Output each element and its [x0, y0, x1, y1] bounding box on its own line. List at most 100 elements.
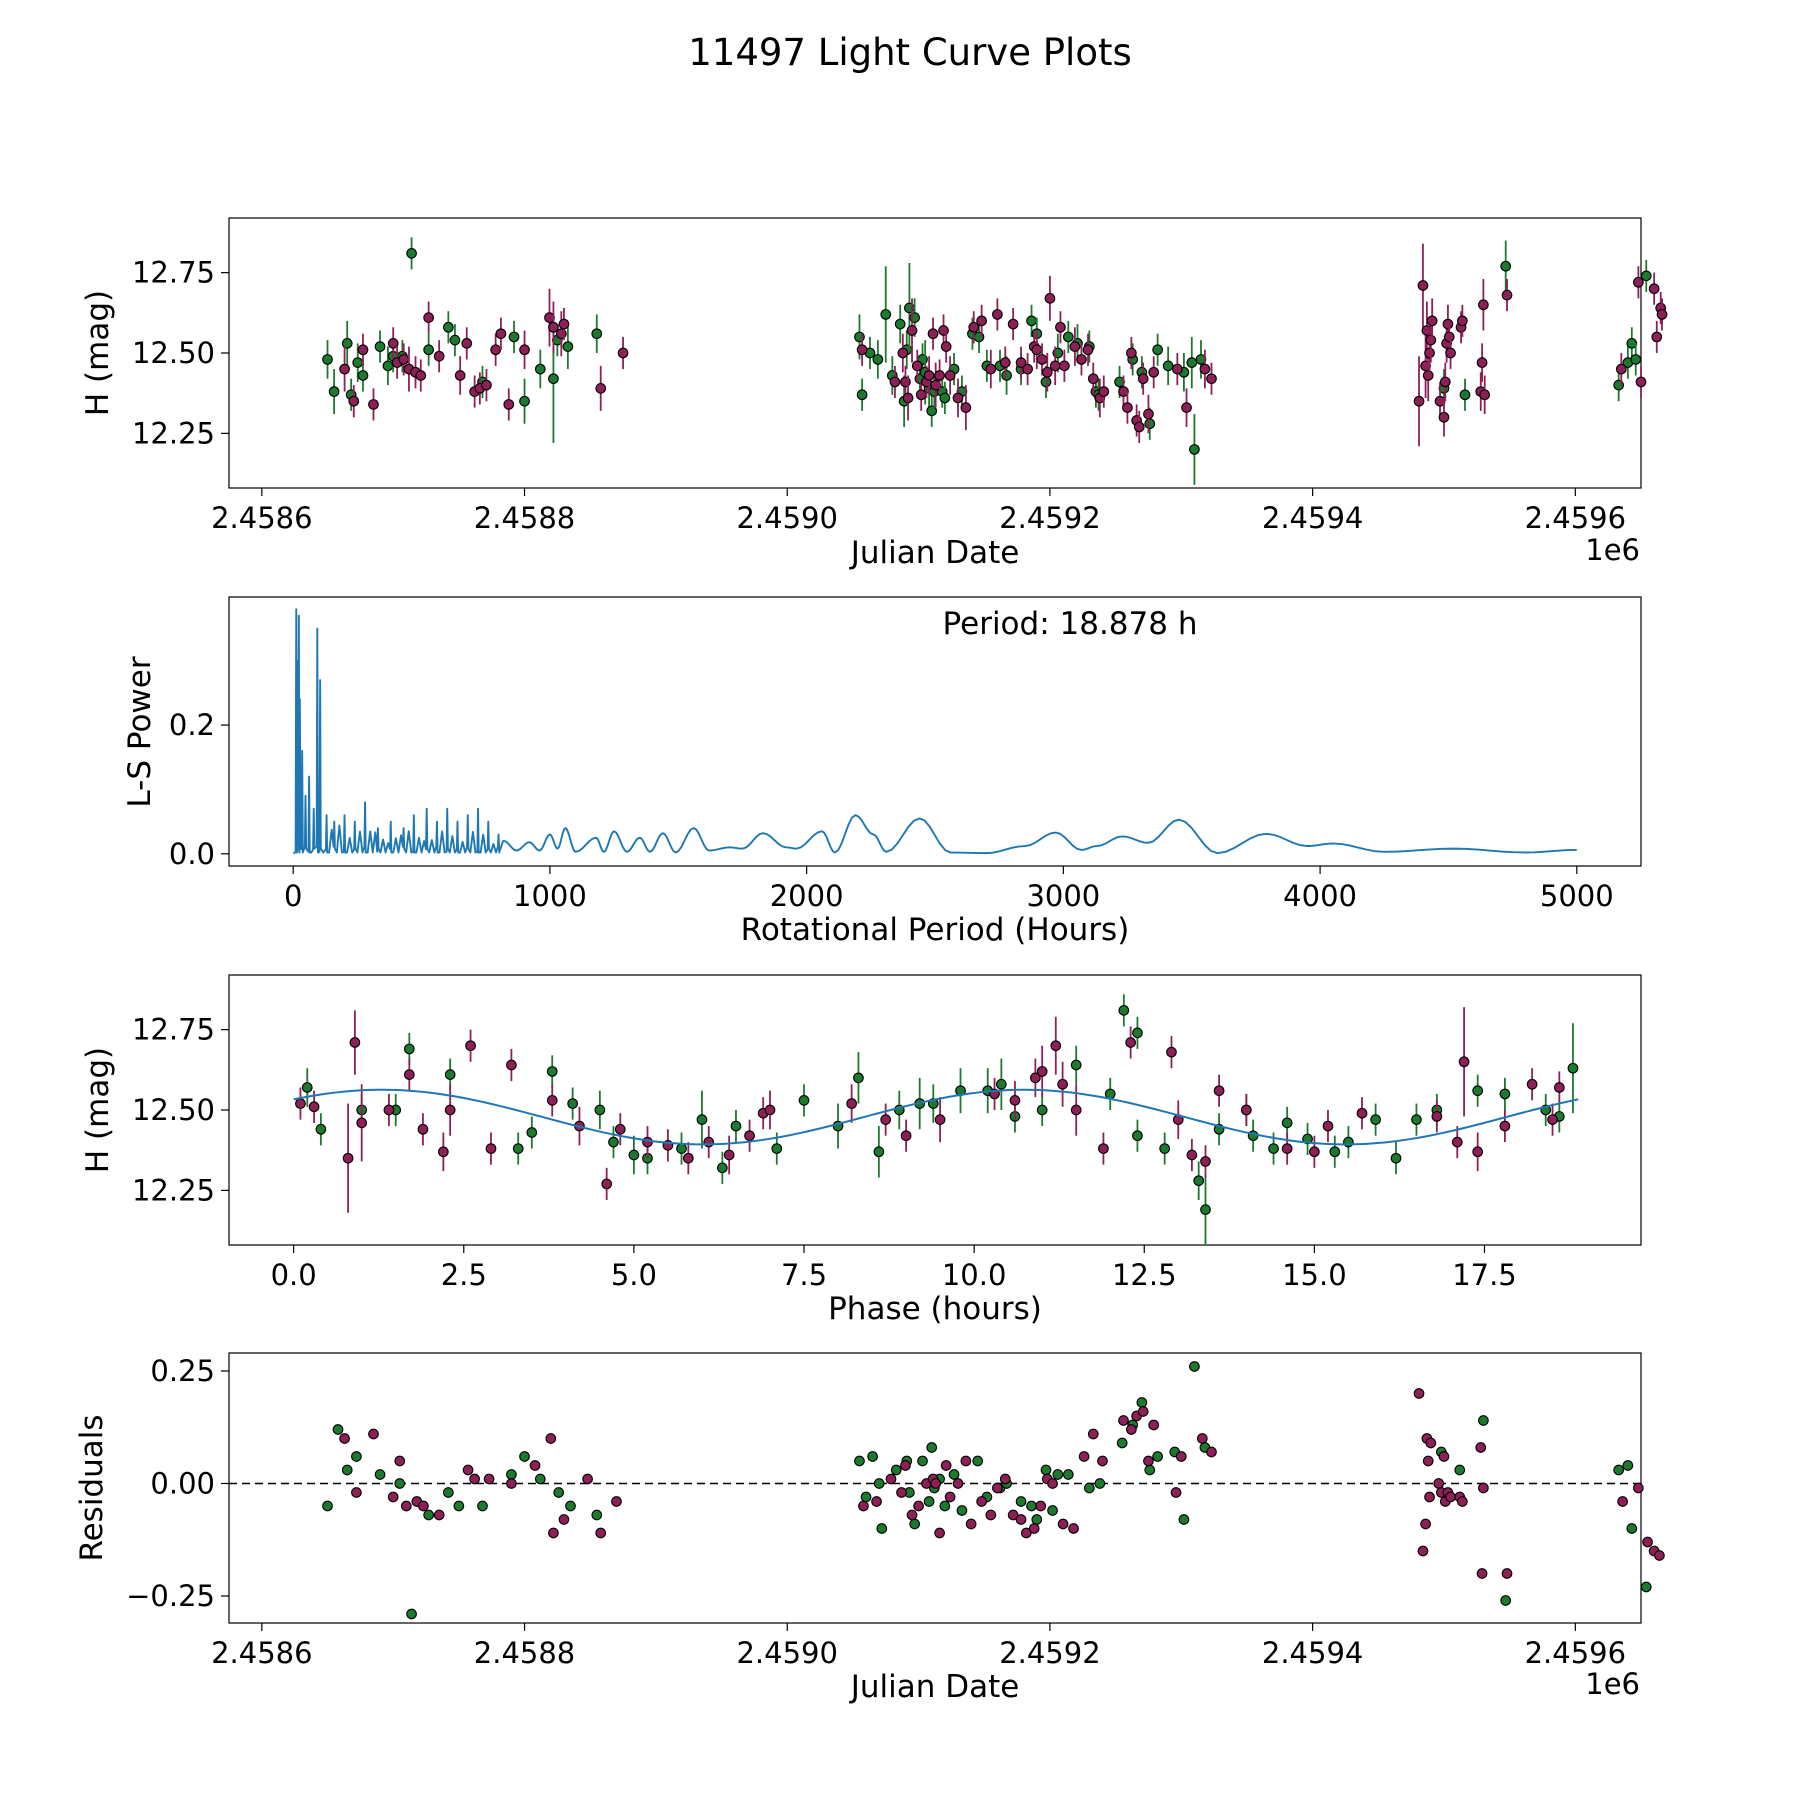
lightcurve-point	[548, 373, 559, 385]
residuals-point	[453, 1500, 465, 1512]
phased-point	[295, 1098, 306, 1109]
phased-xtick: 7.5	[781, 1245, 827, 1292]
residuals-point	[1422, 1455, 1434, 1467]
phased-xtick: 12.5	[1112, 1245, 1177, 1292]
residuals-point	[1047, 1478, 1058, 1489]
lightcurve-point	[902, 392, 914, 404]
lightcurve-point	[449, 334, 461, 346]
phased-point	[1526, 1078, 1538, 1090]
phased-point	[1567, 1062, 1579, 1074]
residuals-point	[1424, 1491, 1435, 1503]
phased-point	[1125, 1037, 1136, 1048]
residuals-point	[1175, 1451, 1187, 1462]
residuals-point	[1178, 1514, 1190, 1525]
lightcurve-point	[1040, 376, 1052, 388]
residuals-offset-label: 1e6	[1585, 1667, 1640, 1701]
residuals-point	[332, 1424, 344, 1435]
lightcurve-ylabel: H (mag)	[80, 290, 116, 416]
residuals-marks	[229, 1361, 1665, 1620]
residuals-point	[1206, 1446, 1217, 1458]
phased-ytick-label: 12.75	[132, 1013, 215, 1047]
residuals-point	[1116, 1437, 1128, 1449]
residuals-xtick: 2.4594	[1262, 1623, 1363, 1670]
lightcurve-ytick-label: 12.75	[132, 256, 215, 290]
residuals-point	[1457, 1496, 1468, 1507]
lightcurve-point	[1171, 363, 1183, 375]
phased-axes-frame	[228, 974, 1642, 1246]
phased-point	[1240, 1104, 1252, 1116]
residuals-point	[1136, 1397, 1148, 1408]
lightcurve-point	[1001, 370, 1012, 381]
periodogram-panel: 0 1000 2000 3000 4000 5000 0.0 0.2 Period: 18.8…	[122, 596, 1642, 948]
lightcurve-point	[519, 395, 530, 407]
periodogram-ytick: 0.0	[169, 837, 229, 871]
phased-point	[1213, 1085, 1225, 1097]
residuals-point	[351, 1451, 362, 1462]
lightcurve-point	[1076, 354, 1087, 365]
phased-point	[1030, 1072, 1041, 1084]
lightcurve-point	[915, 389, 927, 401]
residuals-point	[913, 1500, 924, 1512]
lightcurve-point	[495, 328, 507, 340]
periodogram-xtick-label: 1000	[513, 879, 587, 913]
lightcurve-point	[1425, 334, 1437, 346]
residuals-point	[374, 1469, 386, 1480]
residuals-point	[368, 1428, 379, 1440]
lightcurve-ytick: 12.50	[132, 336, 229, 370]
residuals-point	[896, 1487, 907, 1498]
lightcurve-point	[617, 347, 629, 359]
phased-point	[1070, 1104, 1082, 1116]
phased-point	[465, 1040, 476, 1052]
residuals-point	[948, 1469, 960, 1480]
residuals-xlabel: Julian Date	[849, 1669, 1020, 1705]
phased-point	[798, 1095, 810, 1106]
lightcurve-point	[322, 354, 333, 365]
residuals-xtick-label: 2.4588	[474, 1636, 575, 1670]
residuals-point	[909, 1518, 920, 1530]
residuals-point	[1617, 1496, 1628, 1507]
residuals-point	[867, 1451, 878, 1462]
phased-point	[1322, 1120, 1334, 1132]
phased-xtick: 17.5	[1452, 1245, 1517, 1292]
phased-point	[853, 1072, 864, 1084]
phased-point	[1499, 1120, 1511, 1132]
phased-point	[900, 1130, 912, 1142]
residuals-point	[519, 1451, 530, 1462]
residuals-point	[1501, 1568, 1513, 1579]
phased-point	[601, 1178, 613, 1190]
lightcurve-point	[558, 318, 570, 330]
periodogram-ytick-label: 0.0	[169, 837, 215, 871]
lightcurve-point	[911, 360, 923, 372]
lightcurve-point	[423, 312, 435, 323]
phased-point	[1070, 1059, 1082, 1071]
lightcurve-point	[357, 344, 369, 356]
periodogram-xtick-label: 5000	[1540, 879, 1614, 913]
lightcurve-point	[897, 347, 909, 359]
phased-point	[682, 1152, 694, 1164]
lightcurve-point	[1426, 315, 1438, 327]
lightcurve-point	[352, 357, 364, 368]
residuals-point	[1148, 1419, 1160, 1431]
residuals-point	[992, 1482, 1003, 1494]
residuals-point	[1126, 1424, 1137, 1435]
phased-point	[356, 1117, 368, 1129]
residuals-point	[1642, 1536, 1653, 1548]
lightcurve-point	[1082, 344, 1094, 356]
phased-point	[526, 1127, 538, 1138]
phased-point	[1431, 1111, 1443, 1122]
phased-xtick-label: 10.0	[942, 1258, 1007, 1292]
phased-point	[1553, 1082, 1565, 1093]
lightcurve-point	[1459, 389, 1471, 401]
lightcurve-point	[1055, 321, 1066, 333]
residuals-point	[545, 1433, 557, 1444]
phased-point	[1329, 1146, 1341, 1158]
residuals-point	[917, 1455, 928, 1467]
lightcurve-point	[856, 344, 868, 356]
residuals-point	[469, 1473, 480, 1485]
lightcurve-marks	[322, 237, 1668, 485]
residuals-point	[611, 1496, 622, 1507]
lightcurve-point	[985, 363, 997, 375]
lightcurve-point	[1026, 315, 1037, 327]
phased-point	[1356, 1107, 1368, 1119]
